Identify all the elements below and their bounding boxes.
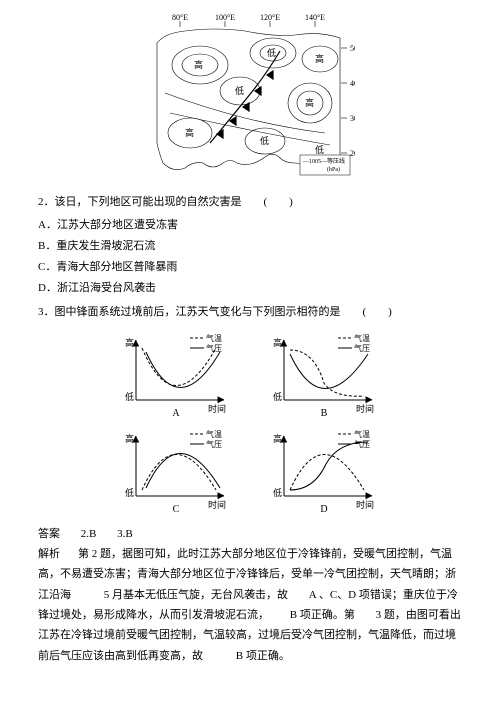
weather-map-figure: 80°E 100°E 120°E 140°E 50°N 40°N 30°N 20…	[38, 13, 462, 185]
charts-row-1: 高 低 时间 气温 气压 A 高 低 时间 气温	[38, 328, 462, 418]
map-label-di-4: 低	[315, 144, 324, 155]
chart-a: 高 低 时间 气温 气压 A	[116, 328, 236, 418]
chart-c-label: C	[173, 504, 180, 514]
chart-b: 高 低 时间 气温 气压 B	[264, 328, 384, 418]
q2-option-a: A．江苏大部分地区遭受冻害	[38, 215, 462, 236]
lat-0: 50°N	[350, 44, 355, 53]
explain-2: 5 月基本无低压气旋，无台风袭击，故	[104, 589, 288, 601]
chart-c: 高 低 时间 气温 气压 C	[116, 424, 236, 514]
explain-6: B 项正确。	[236, 650, 290, 662]
chart-a-label: A	[172, 408, 180, 418]
lon-1: 100°E	[215, 13, 235, 22]
answer-3: 3.B	[117, 524, 133, 544]
map-label-di-2: 低	[235, 85, 244, 96]
chart-d-x: 时间	[356, 499, 374, 510]
lat-1: 40°N	[350, 79, 355, 88]
chart-a-x: 时间	[208, 403, 226, 414]
map-label-di-3: 低	[260, 135, 269, 146]
legend-unit: 等压线	[327, 157, 345, 165]
lon-3: 140°E	[305, 13, 325, 22]
charts-row-2: 高 低 时间 气温 气压 C 高 低 时间 气温 气压	[38, 424, 462, 514]
chart-b-leg-press: 气压	[354, 343, 370, 353]
lon-0: 80°E	[172, 13, 188, 22]
chart-d-label: D	[320, 504, 327, 514]
legend-unit2: (hPa)	[327, 166, 340, 173]
explain-4: B 项正确。第	[290, 609, 355, 621]
map-label-di-1: 低	[267, 47, 276, 58]
chart-b-label: B	[321, 408, 328, 418]
chart-b-x: 时间	[356, 403, 374, 414]
chart-b-ybot: 低	[273, 391, 282, 402]
answers-block: 答案 2.B 3.B 解析第 2 题，据图可知，此时江苏大部分地区位于冷锋锋前，…	[38, 524, 462, 666]
lat-3: 20°N	[350, 149, 355, 158]
answer-2: 2.B	[81, 524, 97, 544]
chart-c-ybot: 低	[125, 487, 134, 498]
chart-a-ybot: 低	[125, 391, 134, 402]
chart-c-leg-temp: 气温	[206, 429, 222, 439]
q2-option-b: B．重庆发生滑坡泥石流	[38, 236, 462, 257]
chart-b-leg-temp: 气温	[354, 333, 370, 343]
question-2-stem: 2．该日，下列地区可能出现的自然灾害是 ( )	[38, 193, 462, 212]
chart-d-ytop: 高	[273, 433, 282, 444]
chart-a-ytop: 高	[125, 337, 134, 348]
q2-option-c: C．青海大部分地区普降暴雨	[38, 257, 462, 278]
lon-2: 120°E	[260, 13, 280, 22]
q2-option-d: D．浙江沿海受台风袭击	[38, 278, 462, 299]
chart-c-x: 时间	[208, 499, 226, 510]
chart-d-ybot: 低	[273, 487, 282, 498]
chart-d: 高 低 时间 气温 气压 D	[264, 424, 384, 514]
question-3-stem: 3．图中锋面系统过境前后，江苏天气变化与下列图示相符的是 ( )	[38, 303, 462, 322]
weather-map-svg: 80°E 100°E 120°E 140°E 50°N 40°N 30°N 20…	[145, 13, 355, 178]
lat-2: 30°N	[350, 114, 355, 123]
explain-label: 解析	[38, 544, 60, 564]
map-label-gao-1: 高	[194, 59, 203, 70]
map-label-gao-3: 高	[305, 97, 314, 108]
map-label-gao-4: 高	[185, 127, 194, 138]
chart-a-leg-temp: 气温	[206, 333, 222, 343]
chart-b-ytop: 高	[273, 337, 282, 348]
answers-label: 答案	[38, 524, 60, 544]
chart-c-leg-press: 气压	[206, 439, 222, 449]
chart-c-ytop: 高	[125, 433, 134, 444]
chart-d-leg-temp: 气温	[354, 429, 370, 439]
chart-d-leg-press: 气压	[354, 439, 370, 449]
map-label-gao-2: 高	[315, 53, 324, 64]
legend-line: —1005—	[302, 159, 328, 165]
